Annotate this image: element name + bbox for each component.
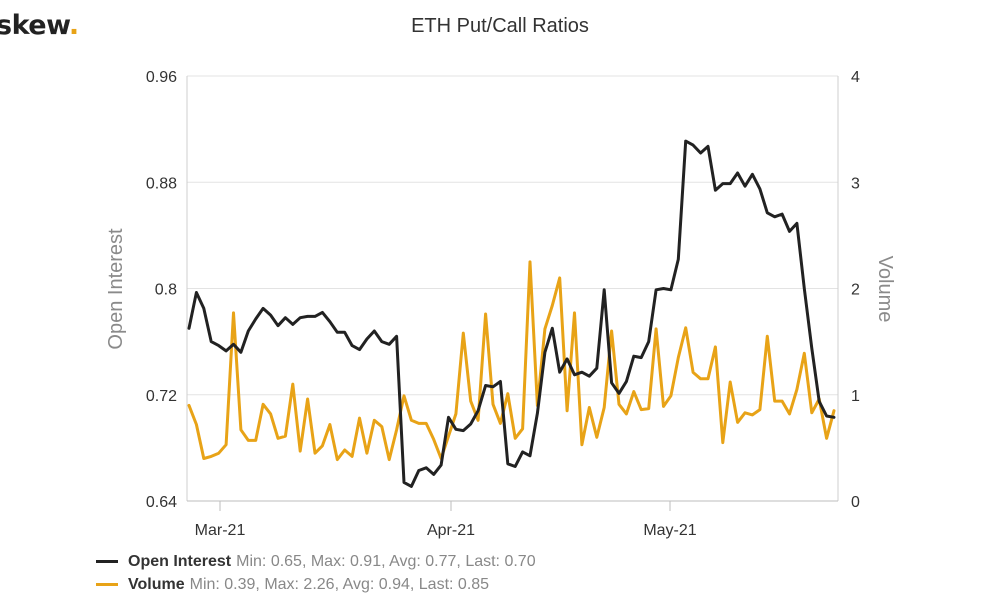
right-tick-label: 0 (851, 494, 860, 511)
axes (186, 76, 839, 502)
legend-series-stats: Min: 0.39, Max: 2.26, Avg: 0.94, Last: 0… (189, 575, 490, 593)
chart-title: ETH Put/Call Ratios (411, 15, 589, 37)
legend-series-name: Open Interest (128, 552, 232, 570)
legend-swatch-open-interest (96, 560, 118, 563)
legend-item-volume[interactable]: Volume Min: 0.39, Max: 2.26, Avg: 0.94, … (96, 573, 536, 596)
right-tick-label: 2 (851, 282, 860, 299)
series-layer (187, 139, 836, 488)
legend-item-open-interest[interactable]: Open Interest Min: 0.65, Max: 0.91, Avg:… (96, 550, 536, 573)
right-axis-ticks: 0 1 2 3 4 (851, 69, 860, 511)
gridlines (187, 75, 838, 396)
left-tick-label: 0.64 (146, 494, 177, 511)
skew-logo: skew. (0, 10, 79, 41)
legend: Open Interest Min: 0.65, Max: 0.91, Avg:… (96, 550, 536, 596)
logo-wordmark: skew (0, 10, 69, 41)
x-tick-label: Mar-21 (195, 522, 246, 539)
right-tick-label: 1 (851, 388, 860, 405)
left-tick-label: 0.88 (146, 175, 177, 192)
legend-swatch-volume (96, 583, 118, 586)
right-tick-label: 4 (851, 69, 860, 86)
left-tick-label: 0.72 (146, 388, 177, 405)
x-tick-label: May-21 (643, 522, 696, 539)
legend-series-stats: Min: 0.65, Max: 0.91, Avg: 0.77, Last: 0… (236, 552, 536, 570)
left-axis-title: Open Interest (105, 228, 127, 350)
x-axis-ticks: Mar-21 Apr-21 May-21 (195, 501, 697, 539)
right-axis-title: Volume (874, 256, 896, 323)
left-axis-ticks: 0.64 0.72 0.8 0.88 0.96 (146, 69, 177, 511)
series-line-volume (187, 260, 836, 462)
left-tick-label: 0.8 (155, 282, 177, 299)
right-tick-label: 3 (851, 175, 860, 192)
logo-dot: . (68, 10, 79, 41)
left-tick-label: 0.96 (146, 69, 177, 86)
legend-series-name: Volume (128, 575, 185, 593)
x-tick-label: Apr-21 (427, 522, 475, 539)
series-line-open-interest (187, 139, 836, 488)
